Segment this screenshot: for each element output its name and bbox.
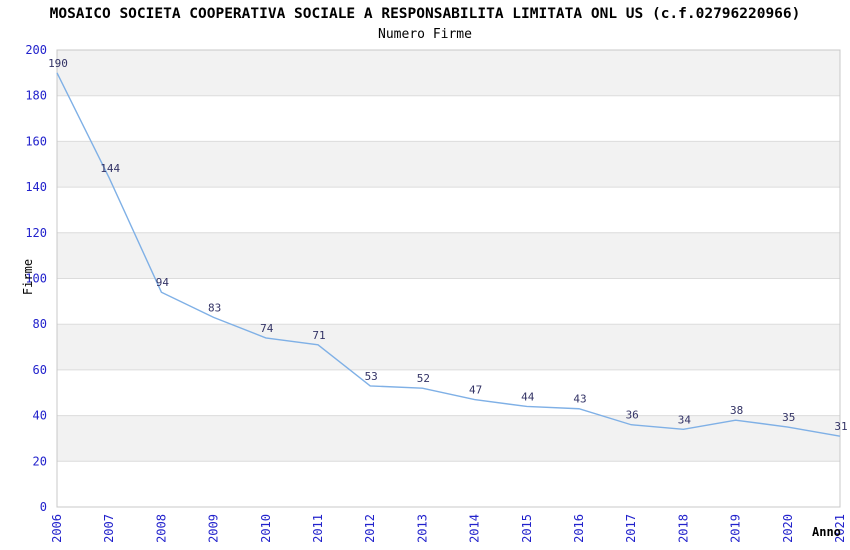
x-tick-label: 2010 [259,514,273,543]
y-tick-label: 100 [25,272,47,286]
plot-border [56,49,841,508]
x-tick-label: 2021 [833,514,847,543]
x-tick-label: 2011 [311,514,325,543]
series-line [56,72,841,437]
plot-band [57,141,840,188]
y-tick-label: 40 [33,409,47,423]
plot-band [57,187,840,233]
x-tick-label: 2007 [102,514,116,543]
data-label: 35 [782,411,795,424]
data-label: 47 [469,384,482,397]
x-tick-label: 2019 [729,514,743,543]
plot-band [57,232,840,279]
x-axis-title: Anno [812,525,841,539]
x-tick-label: 2016 [572,514,586,543]
data-label: 53 [365,370,378,383]
x-tick-label: 2017 [624,514,638,543]
grid-lines [57,95,840,462]
y-tick-labels: 0 20 40 60 80 100 120 140 160 180 200 [25,43,47,514]
chart-subtitle: Numero Firme [378,27,472,42]
plot-band [57,278,840,325]
chart-title: MOSAICO SOCIETA COOPERATIVA SOCIALE A RE… [49,6,801,22]
data-label: 83 [208,301,221,314]
x-tick-label: 2012 [363,514,377,543]
data-label: 34 [678,413,692,426]
y-tick-label: 0 [40,500,47,514]
y-tick-label: 120 [25,226,47,240]
data-label: 144 [100,162,120,175]
plot-band [57,415,840,462]
data-label: 44 [521,390,535,403]
y-tick-label: 160 [25,134,47,148]
data-label: 38 [730,404,743,417]
data-label: 31 [834,420,847,433]
x-tick-label: 2020 [781,514,795,543]
x-tick-labels: 2006 2007 2008 2009 2010 2011 2012 2013 2014 2015… [50,514,847,543]
y-tick-label: 60 [33,363,47,377]
data-label: 71 [312,329,325,342]
data-label: 43 [573,393,586,406]
x-tick-label: 2015 [520,514,534,543]
plot-band [57,50,840,96]
plot-bands [57,50,840,507]
data-labels: 190 144 94 83 74 71 53 52 47 44 43 36 34 38 35 31 [48,57,848,433]
plot-band [57,369,840,416]
x-tick-label: 2006 [50,514,64,543]
y-tick-label: 80 [33,317,47,331]
data-label: 52 [417,372,430,385]
y-tick-label: 200 [25,43,47,57]
data-label: 74 [260,322,274,335]
y-tick-label: 140 [25,180,47,194]
plot-band [57,461,840,507]
data-label: 36 [626,409,639,422]
data-label: 190 [48,57,68,70]
plot-band [57,324,840,370]
x-tick-label: 2013 [415,514,429,543]
y-tick-label: 20 [33,454,47,468]
x-tick-label: 2014 [468,514,482,543]
x-tick-label: 2018 [676,514,690,543]
y-tick-label: 180 [25,89,47,103]
x-tick-label: 2009 [207,514,221,543]
y-axis-title: Firme [21,258,36,296]
plot-band [57,95,840,142]
data-label: 94 [156,276,170,289]
x-tick-label: 2008 [154,514,168,543]
